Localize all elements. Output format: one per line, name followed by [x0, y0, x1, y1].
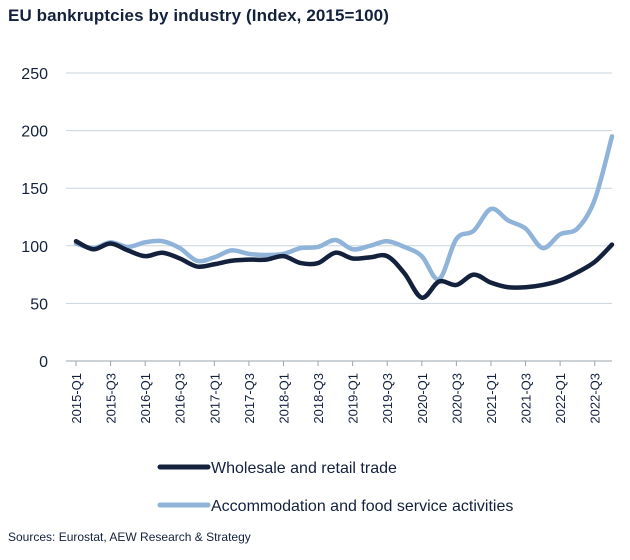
- y-tick-label: 250: [21, 66, 48, 83]
- series-line-wholesale-retail: [73, 238, 615, 300]
- x-tick-label: 2020-Q1: [415, 373, 430, 424]
- y-tick-label: 200: [21, 124, 48, 141]
- y-tick-label: 100: [21, 239, 48, 256]
- y-tick-label: 50: [30, 296, 48, 313]
- x-tick-label: 2022-Q3: [588, 373, 603, 424]
- x-tick-label: 2021-Q1: [484, 373, 499, 424]
- x-tick-label: 2019-Q3: [380, 373, 395, 424]
- x-tick-label: 2016-Q1: [138, 373, 153, 424]
- series-lines: [73, 134, 615, 300]
- x-tick-label: 2018-Q1: [276, 373, 291, 424]
- y-tick-label: 0: [39, 354, 48, 371]
- x-tick-label: 2022-Q1: [553, 373, 568, 424]
- y-axis: 0 50 100 150 200 250: [21, 66, 48, 371]
- x-axis: 2015-Q1 2015-Q3 2016-Q1 2016-Q3 2017-Q1 2017-…: [69, 361, 603, 424]
- x-tick-label: 2017-Q3: [242, 373, 257, 424]
- legend-label: Accommodation and food service activitie…: [211, 498, 513, 515]
- x-tick-label: 2019-Q1: [346, 373, 361, 424]
- series-line-accommodation-food: [73, 134, 615, 282]
- x-tick-label: 2015-Q1: [69, 373, 84, 424]
- source-note: Sources: Eurostat, AEW Research & Strate…: [8, 530, 251, 544]
- x-tick-label: 2020-Q3: [449, 373, 464, 424]
- legend-label: Wholesale and retail trade: [211, 460, 397, 477]
- x-tick-label: 2017-Q1: [207, 373, 222, 424]
- y-tick-label: 150: [21, 181, 48, 198]
- chart-title: EU bankruptcies by industry (Index, 2015…: [8, 6, 389, 25]
- legend: Wholesale and retail trade Accommodation …: [157, 460, 513, 515]
- x-tick-label: 2015-Q3: [104, 373, 119, 424]
- x-tick-label: 2021-Q3: [519, 373, 534, 424]
- x-tick-label: 2018-Q3: [311, 373, 326, 424]
- x-tick-label: 2016-Q3: [173, 373, 188, 424]
- gridlines: [66, 72, 612, 362]
